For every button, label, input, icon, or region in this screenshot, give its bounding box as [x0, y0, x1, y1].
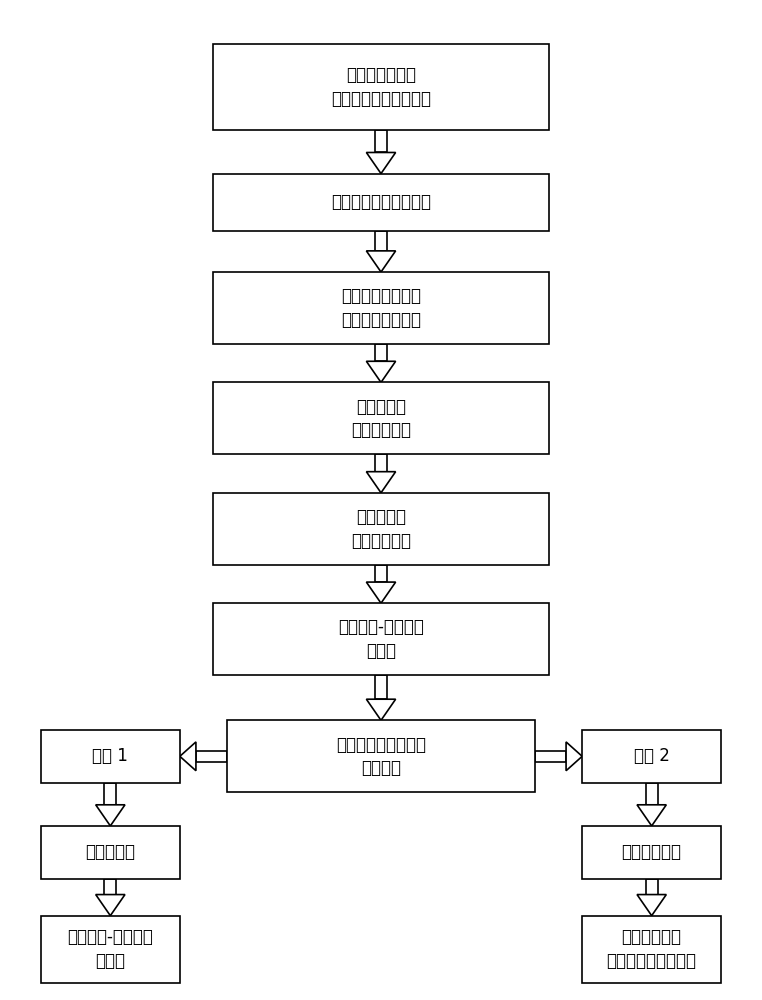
Text: 将位移转换为轴向应变: 将位移转换为轴向应变 — [331, 193, 431, 211]
FancyBboxPatch shape — [213, 44, 549, 130]
Polygon shape — [96, 805, 125, 826]
Bar — [104, 879, 116, 895]
Polygon shape — [637, 895, 666, 916]
Text: 获取应力-轴向应变
曲线图: 获取应力-轴向应变 曲线图 — [67, 928, 153, 970]
Bar — [375, 344, 387, 361]
Polygon shape — [637, 805, 666, 826]
Polygon shape — [367, 361, 395, 382]
Polygon shape — [367, 582, 395, 603]
Text: 数据波动情况评价
确定移动平均周期: 数据波动情况评价 确定移动平均周期 — [341, 287, 421, 329]
Polygon shape — [566, 742, 582, 771]
Bar — [375, 130, 387, 152]
FancyBboxPatch shape — [213, 603, 549, 675]
FancyBboxPatch shape — [41, 826, 180, 879]
FancyBboxPatch shape — [213, 382, 549, 454]
FancyBboxPatch shape — [41, 730, 180, 783]
Bar — [375, 675, 387, 699]
FancyBboxPatch shape — [213, 174, 549, 231]
FancyBboxPatch shape — [582, 916, 721, 983]
FancyBboxPatch shape — [582, 730, 721, 783]
Text: 将数据进行
二次平均移动: 将数据进行 二次平均移动 — [351, 508, 411, 550]
Bar — [535, 751, 566, 762]
Polygon shape — [367, 152, 395, 174]
Bar — [104, 783, 116, 805]
Text: 获取偏压系数: 获取偏压系数 — [622, 843, 682, 861]
Bar — [646, 783, 658, 805]
Polygon shape — [367, 699, 395, 720]
Bar — [375, 565, 387, 582]
Text: 不需要处理: 不需要处理 — [85, 843, 136, 861]
Text: 对试件三轴压缩实验
进行评价: 对试件三轴压缩实验 进行评价 — [336, 736, 426, 777]
Polygon shape — [180, 742, 196, 771]
Text: 偏压程度评价
为后续实验提供依据: 偏压程度评价 为后续实验提供依据 — [607, 928, 696, 970]
Text: 橡胶颗粒混凝土
三轴压缩试验原始数据: 橡胶颗粒混凝土 三轴压缩试验原始数据 — [331, 66, 431, 108]
Bar — [375, 231, 387, 251]
FancyBboxPatch shape — [41, 916, 180, 983]
Text: 情况 1: 情况 1 — [92, 747, 128, 765]
Bar — [646, 879, 658, 895]
Text: 将数据进行
一次平均移动: 将数据进行 一次平均移动 — [351, 398, 411, 439]
FancyBboxPatch shape — [213, 493, 549, 565]
Polygon shape — [367, 472, 395, 493]
Bar — [375, 454, 387, 472]
FancyBboxPatch shape — [213, 272, 549, 344]
Polygon shape — [367, 251, 395, 272]
Text: 绘制应力-轴向应变
曲线图: 绘制应力-轴向应变 曲线图 — [338, 618, 424, 660]
Bar — [196, 751, 227, 762]
Text: 情况 2: 情况 2 — [634, 747, 670, 765]
FancyBboxPatch shape — [227, 720, 535, 792]
Polygon shape — [96, 895, 125, 916]
FancyBboxPatch shape — [582, 826, 721, 879]
